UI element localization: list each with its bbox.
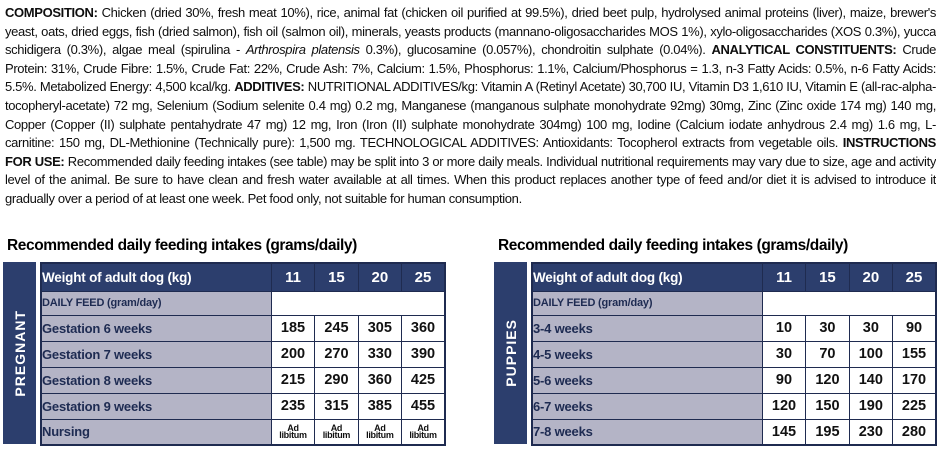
table-row: Gestation 7 weeks 200 270 330 390 — [40, 340, 446, 368]
table-cell-value: 145 — [761, 418, 807, 446]
header-col: 20 — [848, 262, 894, 292]
table-row: 4-5 weeks 30 70 100 155 — [531, 340, 937, 368]
table-cell-value: 280 — [892, 418, 937, 446]
table-cell-value: 225 — [892, 392, 937, 420]
table-cell-value: 185 — [270, 314, 316, 342]
composition-text: COMPOSITION: Chicken (dried 30%, fresh m… — [5, 4, 936, 234]
feeding-table: Weight of adult dog (kg) 11 15 20 25 DAI… — [40, 262, 446, 446]
table-row: 7-8 weeks 145 195 230 280 — [531, 418, 937, 446]
table-cell-value: 290 — [314, 366, 359, 394]
row-label: 5-6 weeks — [531, 366, 763, 394]
table-cell-value: 150 — [805, 392, 850, 420]
composition-heading: COMPOSITION: — [5, 5, 98, 20]
instructions-body: Recommended daily feeding intakes (see t… — [5, 153, 936, 206]
table-cell-value: 195 — [805, 418, 850, 446]
table-header-row: Weight of adult dog (kg) 11 15 20 25 — [531, 262, 937, 292]
table-cell-value: 30 — [848, 314, 894, 342]
instructions-heading: INSTRUCTIONS FOR USE: — [5, 135, 936, 169]
table-cell-value: 230 — [848, 418, 894, 446]
row-label: 7-8 weeks — [531, 418, 763, 446]
table-cell-value: 270 — [314, 340, 359, 368]
table-cell-value: 100 — [848, 340, 894, 368]
header-col: 11 — [270, 262, 316, 292]
table-subheader-row: DAILY FEED (gram/day) — [40, 290, 446, 316]
row-label: 6-7 weeks — [531, 392, 763, 420]
header-col: 20 — [357, 262, 403, 292]
table-cell-value: 90 — [892, 314, 937, 342]
table-cell-value: 385 — [357, 392, 403, 420]
latin-species-name: Arthrospira platensis — [245, 42, 360, 58]
table-row: Nursing Ad libitum Ad libitum Ad libitum… — [40, 418, 446, 446]
table-cell-value: 200 — [270, 340, 316, 368]
table-row: Gestation 8 weeks 215 290 360 425 — [40, 366, 446, 394]
table-row: 6-7 weeks 120 150 190 225 — [531, 392, 937, 420]
table-cell-value: 170 — [892, 366, 937, 394]
table-row: Gestation 9 weeks 235 315 385 455 — [40, 392, 446, 420]
table-cell-value: 390 — [401, 340, 446, 368]
additives-heading: ADDITIVES: — [234, 79, 305, 95]
table-row: Gestation 6 weeks 185 245 305 360 — [40, 314, 446, 342]
composition-body: 0.3%), glucosamine (0.057%), chondroitin… — [359, 42, 712, 58]
analytical-constituents-body: Crude Protein: 31%, Crude Fibre: 1.5%, C… — [5, 42, 936, 95]
table-cell-value: 235 — [270, 392, 316, 420]
row-label: 4-5 weeks — [531, 340, 763, 368]
table-cell-value: Ad libitum — [357, 418, 403, 446]
header-weight-label: Weight of adult dog (kg) — [531, 262, 763, 292]
row-label: Gestation 8 weeks — [40, 366, 272, 394]
header-col: 11 — [761, 262, 807, 292]
row-label: 3-4 weeks — [531, 314, 763, 342]
table-cell-value: 245 — [314, 314, 359, 342]
analytical-constituents-heading: ANALYTICAL CONSTITUENTS: — [711, 42, 897, 58]
table-subheader-row: DAILY FEED (gram/day) — [531, 290, 937, 316]
table-cell-value: 70 — [805, 340, 850, 368]
table-cell-value: 120 — [805, 366, 850, 394]
daily-feed-empty-cell — [761, 290, 937, 316]
table-header-row: Weight of adult dog (kg) 11 15 20 25 — [40, 262, 446, 292]
feeding-table: Weight of adult dog (kg) 11 15 20 25 DAI… — [531, 262, 937, 446]
table-cell-value: 360 — [357, 366, 403, 394]
table-cell-value: 305 — [357, 314, 403, 342]
feeding-table-pregnant: Recommended daily feeding intakes (grams… — [3, 237, 446, 446]
table-cell-value: Ad libitum — [401, 418, 446, 446]
side-label-pregnant: PREGNANT — [11, 309, 28, 397]
row-label: Gestation 6 weeks — [40, 314, 272, 342]
table-cell-value: 190 — [848, 392, 894, 420]
table-cell-value: 30 — [761, 340, 807, 368]
header-col: 15 — [314, 262, 359, 292]
feeding-table-puppies: Recommended daily feeding intakes (grams… — [494, 237, 937, 446]
table-cell-value: 140 — [848, 366, 894, 394]
table-title: Recommended daily feeding intakes (grams… — [7, 237, 357, 254]
row-label: Gestation 7 weeks — [40, 340, 272, 368]
header-col: 25 — [401, 262, 446, 292]
table-cell-value: 455 — [401, 392, 446, 420]
side-label-bar-pregnant: PREGNANT — [3, 262, 36, 444]
table-cell-value: 425 — [401, 366, 446, 394]
row-label: Gestation 9 weeks — [40, 392, 272, 420]
table-row: 5-6 weeks 90 120 140 170 — [531, 366, 937, 394]
row-label: Nursing — [40, 418, 272, 446]
header-col: 25 — [892, 262, 937, 292]
table-cell-value: Ad libitum — [314, 418, 359, 446]
table-cell-value: 215 — [270, 366, 316, 394]
table-cell-value: 330 — [357, 340, 403, 368]
table-cell-value: 360 — [401, 314, 446, 342]
additives-body: NUTRITIONAL ADDITIVES/kg: Vitamin A (Ret… — [5, 79, 936, 151]
daily-feed-empty-cell — [270, 290, 446, 316]
header-col: 15 — [805, 262, 850, 292]
daily-feed-label: DAILY FEED (gram/day) — [40, 290, 272, 316]
side-label-puppies: PUPPIES — [502, 319, 519, 387]
table-row: 3-4 weeks 10 30 30 90 — [531, 314, 937, 342]
header-weight-label: Weight of adult dog (kg) — [40, 262, 272, 292]
composition-body: Chicken (dried 30%, fresh meat 10%), ric… — [5, 5, 936, 58]
table-title: Recommended daily feeding intakes (grams… — [498, 237, 848, 254]
table-cell-value: Ad libitum — [270, 418, 316, 446]
table-cell-value: 90 — [761, 366, 807, 394]
table-cell-value: 10 — [761, 314, 807, 342]
daily-feed-label: DAILY FEED (gram/day) — [531, 290, 763, 316]
table-cell-value: 120 — [761, 392, 807, 420]
table-cell-value: 155 — [892, 340, 937, 368]
side-label-bar-puppies: PUPPIES — [494, 262, 527, 444]
table-cell-value: 315 — [314, 392, 359, 420]
table-cell-value: 30 — [805, 314, 850, 342]
